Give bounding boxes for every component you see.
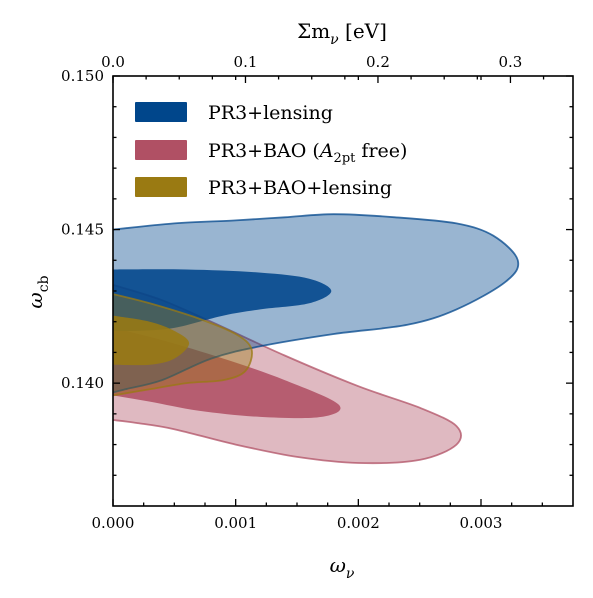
x-axis-label: ων: [330, 553, 355, 582]
legend: PR3+lensing PR3+BAO (A2pt free) PR3+BAO+…: [135, 102, 407, 199]
y-tick-label: 0.150: [61, 67, 104, 85]
top-x-axis-label: Σmν [eV]: [297, 19, 387, 48]
legend-label-pr3-bao-lensing: PR3+BAO+lensing: [208, 177, 392, 199]
contours-layer: [113, 213, 520, 465]
legend-swatch-pr3-bao-lensing: [135, 177, 187, 197]
legend-swatch-pr3-lensing: [135, 102, 187, 122]
y-tick-label: 0.140: [61, 374, 104, 392]
top-tick-label: 0.1: [234, 53, 258, 71]
legend-label-pr3-lensing: PR3+lensing: [208, 102, 333, 124]
top-tick-label: 0.0: [101, 53, 125, 71]
contour-pr3-lensing-95: [113, 213, 520, 394]
legend-swatch-pr3-bao: [135, 140, 187, 160]
x-tick-label: 0.000: [92, 514, 135, 532]
contour-pr3-lensing-68: [113, 269, 332, 332]
contour-pr3-bao-lensing-68: [113, 315, 190, 366]
top-tick-label: 0.2: [366, 53, 390, 71]
x-tick-label: 0.002: [337, 514, 380, 532]
x-tick-label: 0.003: [460, 514, 503, 532]
y-axis-label: ωcb: [23, 275, 52, 308]
x-tick-label: 0.001: [214, 514, 257, 532]
top-tick-label: 0.3: [499, 53, 523, 71]
y-tick-label: 0.145: [61, 221, 104, 239]
legend-label-pr3-bao: PR3+BAO (A2pt free): [208, 140, 407, 166]
